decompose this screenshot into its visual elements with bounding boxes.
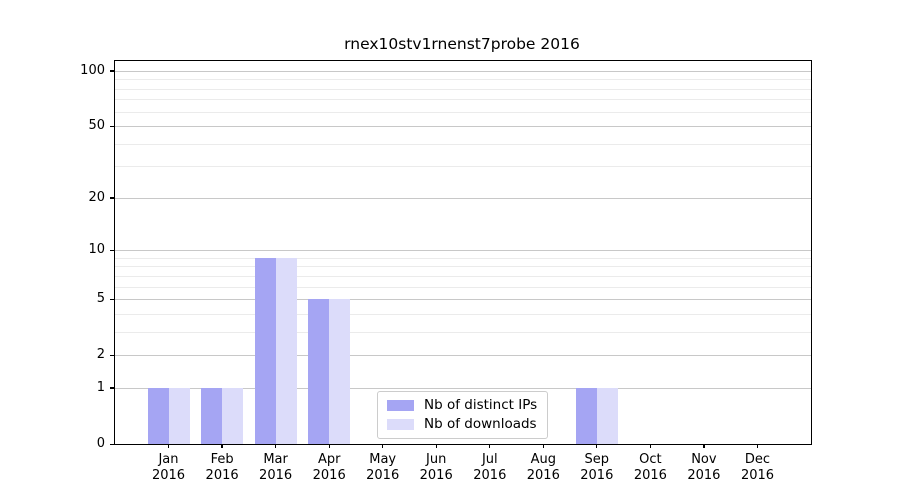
plot-area: 0 1 2 5 10 20 50 100 Jan 2016 Feb 2016 Mar 2016 Ap… [80, 60, 812, 483]
bar-downloads [329, 299, 351, 444]
x-tick-mark [275, 444, 277, 448]
x-tick-mark [435, 444, 437, 448]
y-tick-label: 50 [88, 118, 105, 134]
gridline-minor [115, 275, 811, 277]
x-tick-label: Jul 2016 [473, 452, 507, 483]
bar-downloads [168, 387, 190, 444]
gridline-major [115, 70, 811, 72]
y-tick-label: 100 [80, 62, 105, 78]
legend-label-distinct-ips: Nb of distinct IPs [424, 397, 538, 413]
y-tick-label: 10 [88, 242, 105, 258]
legend-item-distinct-ips: Nb of distinct IPs [387, 398, 537, 413]
gridline-minor [115, 257, 811, 259]
legend-item-downloads: Nb of downloads [387, 417, 537, 432]
x-tick-label: Nov 2016 [687, 452, 721, 483]
x-tick-mark [756, 444, 759, 448]
x-tick-label: Feb 2016 [205, 452, 239, 483]
y-tick-mark [109, 298, 114, 300]
bar-downloads [275, 257, 297, 444]
x-tick-label: Aug 2016 [526, 452, 560, 483]
y-tick-label: 2 [96, 347, 105, 363]
gridline-major [115, 387, 811, 389]
x-tick-mark [542, 444, 544, 448]
y-tick-mark [109, 249, 114, 251]
x-tick-label: May 2016 [366, 452, 400, 483]
bar-downloads [222, 387, 244, 444]
gridline-major [115, 250, 811, 252]
bar-distinct-ips [147, 387, 169, 444]
y-tick-mark [109, 354, 114, 356]
x-tick-label: Jan 2016 [151, 452, 186, 483]
x-tick-mark [596, 444, 598, 448]
x-tick-label: Oct 2016 [633, 452, 667, 483]
x-tick-label: Dec 2016 [740, 452, 775, 483]
gridline-minor [115, 79, 811, 81]
legend-swatch-distinct-ips-icon [387, 400, 414, 411]
y-tick-mark [109, 197, 114, 199]
x-tick-mark [221, 444, 223, 448]
gridline-minor [115, 166, 811, 168]
gridline-minor [115, 111, 811, 113]
gridline-minor [115, 331, 811, 333]
gridline-major [115, 299, 811, 301]
y-tick-label: 5 [96, 291, 105, 307]
x-tick-mark [489, 444, 491, 448]
legend-label-downloads: Nb of downloads [424, 416, 537, 432]
legend-swatch-downloads-icon [387, 419, 414, 430]
y-tick-mark [109, 125, 114, 127]
y-tick-label: 1 [96, 379, 105, 395]
bar-distinct-ips [201, 387, 223, 444]
x-tick-label: Apr 2016 [312, 452, 346, 483]
x-tick-label: Jun 2016 [419, 452, 453, 483]
x-tick-label: Sep 2016 [580, 452, 614, 483]
x-tick-mark [328, 444, 330, 448]
x-tick-mark [382, 444, 384, 448]
y-tick-label: 20 [88, 189, 105, 205]
bar-distinct-ips [575, 387, 597, 444]
y-tick-mark [109, 443, 114, 445]
gridline-major [115, 355, 811, 357]
gridline-minor [115, 143, 811, 145]
x-tick-mark [649, 444, 651, 448]
chart-title: rnex10stv1rnenst7probe 2016 [344, 35, 580, 53]
gridline-minor [115, 88, 811, 90]
legend: Nb of distinct IPs Nb of downloads [377, 391, 549, 439]
x-tick-mark [703, 444, 705, 448]
gridline-major [115, 197, 811, 199]
x-tick-label: Mar 2016 [259, 452, 293, 483]
y-tick-mark [109, 387, 114, 389]
bar-distinct-ips [308, 299, 330, 444]
x-tick-mark [167, 444, 170, 448]
y-tick-mark [109, 70, 114, 72]
gridline-minor [115, 266, 811, 268]
y-tick-label: 0 [96, 436, 105, 451]
bar-downloads [596, 387, 618, 444]
gridline-minor [115, 286, 811, 288]
gridline-minor [115, 313, 811, 315]
gridline-major [115, 126, 811, 128]
bar-distinct-ips [254, 257, 276, 444]
gridline-minor [115, 99, 811, 101]
